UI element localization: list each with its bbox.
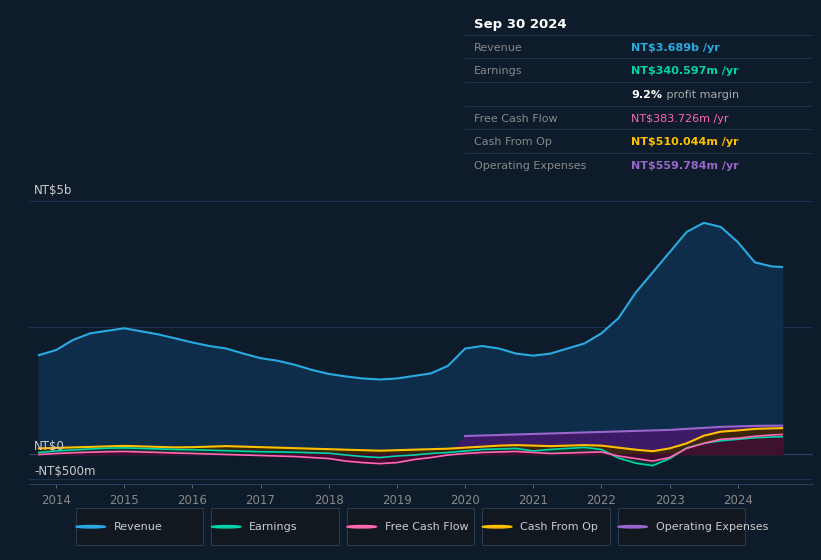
Circle shape: [212, 525, 241, 528]
Text: Sep 30 2024: Sep 30 2024: [475, 18, 567, 31]
Circle shape: [482, 525, 512, 528]
FancyBboxPatch shape: [212, 508, 338, 545]
Text: Cash From Op: Cash From Op: [475, 137, 553, 147]
Text: profit margin: profit margin: [663, 90, 739, 100]
FancyBboxPatch shape: [482, 508, 609, 545]
FancyBboxPatch shape: [617, 508, 745, 545]
Text: -NT$500m: -NT$500m: [34, 465, 96, 478]
Text: NT$340.597m /yr: NT$340.597m /yr: [631, 67, 739, 76]
Text: NT$510.044m /yr: NT$510.044m /yr: [631, 137, 739, 147]
Text: Earnings: Earnings: [475, 67, 523, 76]
FancyBboxPatch shape: [76, 508, 203, 545]
Text: Cash From Op: Cash From Op: [521, 522, 598, 532]
Text: 9.2%: 9.2%: [631, 90, 663, 100]
Circle shape: [346, 525, 377, 528]
Text: NT$3.689b /yr: NT$3.689b /yr: [631, 43, 720, 53]
Text: NT$5b: NT$5b: [34, 184, 72, 198]
Circle shape: [76, 525, 105, 528]
Text: Earnings: Earnings: [250, 522, 298, 532]
Text: Revenue: Revenue: [475, 43, 523, 53]
Text: Free Cash Flow: Free Cash Flow: [475, 114, 558, 124]
Text: NT$383.726m /yr: NT$383.726m /yr: [631, 114, 729, 124]
FancyBboxPatch shape: [347, 508, 475, 545]
Circle shape: [617, 525, 647, 528]
Text: Revenue: Revenue: [113, 522, 163, 532]
Text: NT$0: NT$0: [34, 440, 65, 453]
Text: Free Cash Flow: Free Cash Flow: [385, 522, 468, 532]
Text: Operating Expenses: Operating Expenses: [656, 522, 768, 532]
Text: Operating Expenses: Operating Expenses: [475, 161, 587, 171]
Text: NT$559.784m /yr: NT$559.784m /yr: [631, 161, 739, 171]
